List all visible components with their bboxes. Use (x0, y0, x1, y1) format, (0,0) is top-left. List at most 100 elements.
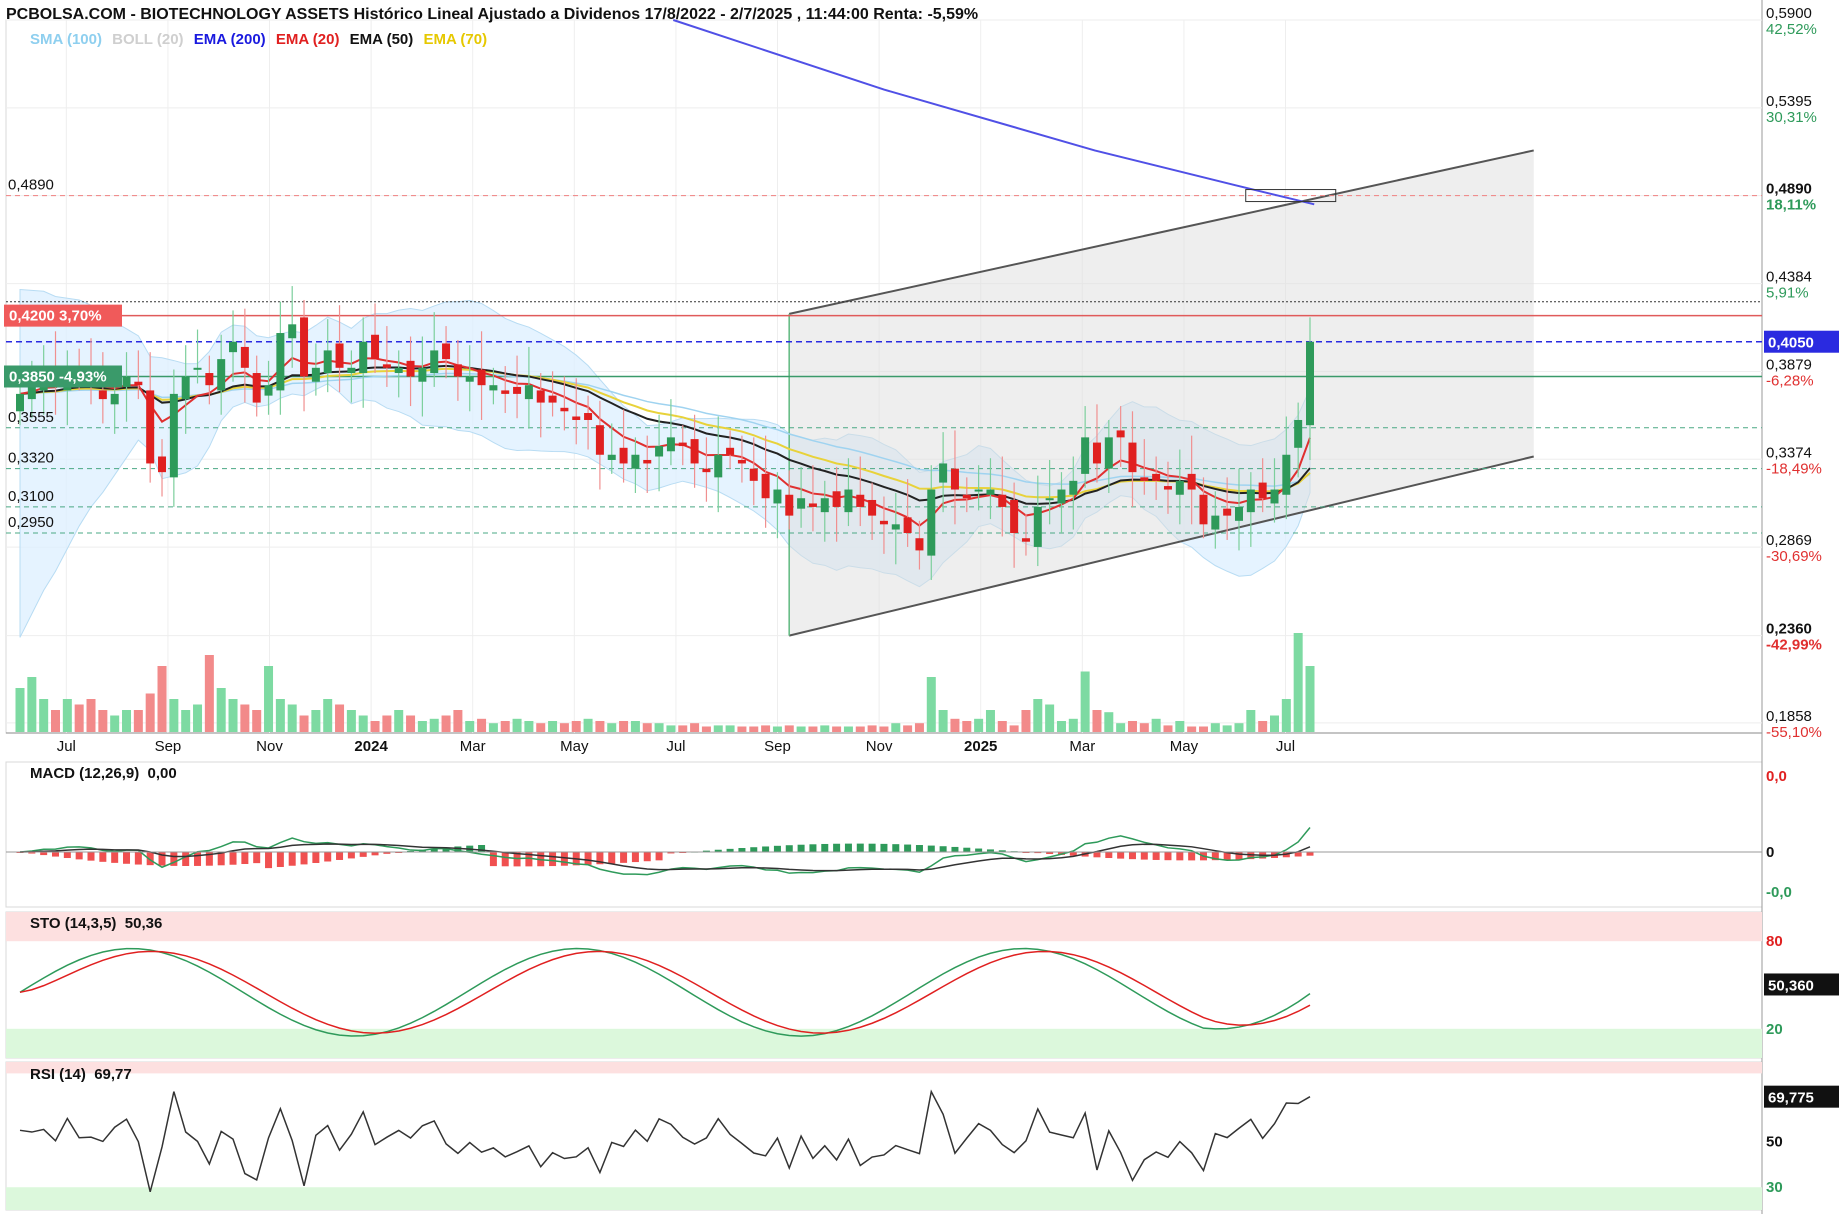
macd-histogram-bar (217, 852, 225, 866)
macd-histogram-bar (915, 845, 923, 852)
volume-bar (938, 710, 948, 732)
candle-body (856, 494, 865, 507)
volume-bar (1080, 671, 1090, 732)
macd-histogram-bar (584, 852, 592, 865)
price-axis-percent: 5,91% (1766, 285, 1809, 302)
volume-bar (820, 725, 830, 732)
macd-histogram-bar (631, 852, 639, 863)
level-label: 0,3555 (8, 409, 54, 426)
candle-body (666, 437, 675, 452)
macd-histogram-bar (608, 852, 616, 864)
sto-oversold-zone (6, 1028, 1762, 1058)
candle-body (217, 359, 226, 391)
candle-body (844, 489, 853, 513)
macd-histogram-bar (643, 852, 651, 862)
volume-bar (690, 723, 700, 732)
macd-histogram-bar (702, 850, 710, 852)
time-tick-label: Jul (57, 738, 76, 755)
candle-body (16, 393, 24, 412)
rsi-overbought-zone (6, 1062, 1762, 1074)
volume-bar (346, 710, 356, 732)
candle-body (501, 390, 510, 394)
macd-histogram-bar (52, 852, 60, 857)
time-tick-label: Sep (764, 738, 791, 755)
volume-bar (110, 715, 120, 732)
volume-bar (62, 699, 72, 732)
time-tick-label: Jul (666, 738, 685, 755)
macd-histogram-bar (478, 844, 486, 852)
macd-histogram-bar (797, 844, 805, 852)
volume-bar (335, 704, 345, 732)
macd-histogram-bar (28, 852, 36, 854)
candle-body (1092, 442, 1101, 464)
macd-histogram-bar (265, 852, 273, 869)
volume-bar (1104, 712, 1114, 732)
legend-sma100[interactable]: SMA (100) (30, 31, 102, 48)
legend-ema50[interactable]: EMA (50) (349, 31, 414, 48)
macd-histogram-bar (738, 848, 746, 852)
price-axis-label: 0,4890 (1766, 181, 1812, 198)
macd-axis-label: 0 (1766, 844, 1774, 861)
volume-bar (784, 725, 794, 732)
volume-bar (678, 725, 688, 732)
candle-body (1163, 486, 1172, 490)
sto-axis-label: 80 (1766, 933, 1783, 950)
candle-body (726, 447, 735, 455)
macd-histogram-bar (726, 848, 734, 852)
candle-body (1021, 538, 1030, 542)
time-tick-label: Sep (155, 738, 182, 755)
macd-histogram-bar (655, 852, 663, 861)
level-label: 0,4890 (8, 177, 54, 194)
rsi-line (19, 1089, 1311, 1192)
macd-histogram-bar (975, 848, 983, 852)
intersection-box (1245, 189, 1337, 203)
macd-histogram-bar (383, 852, 391, 854)
legend-ema20[interactable]: EMA (20) (275, 31, 340, 48)
macd-histogram-bar (1140, 852, 1148, 860)
macd-pane-label: MACD (12,26,9) 0,00 (30, 765, 177, 782)
volume-bar (1127, 721, 1137, 732)
volume-bar (1210, 723, 1220, 732)
candle-body (1128, 442, 1137, 473)
macd-histogram-bar (844, 843, 852, 852)
macd-histogram-bar (927, 845, 935, 852)
sto-overbought-zone (6, 912, 1762, 942)
candle-body (1010, 499, 1019, 534)
legend-ema70[interactable]: EMA (70) (423, 31, 488, 48)
candle-body (181, 376, 190, 400)
legend-boll20[interactable]: BOLL (20) (112, 31, 184, 48)
volume-bar (512, 718, 522, 732)
volume-bar (642, 723, 652, 732)
channel-fill (789, 150, 1534, 636)
macd-histogram-bar (880, 843, 888, 852)
macd-histogram-bar (40, 852, 48, 856)
candle-body (1152, 473, 1161, 481)
volume-bar (796, 726, 806, 732)
rsi-value: 69,77 (94, 1066, 132, 1083)
candle-body (418, 367, 427, 382)
candle-body (1234, 506, 1243, 521)
macd-histogram-bar (951, 846, 959, 852)
volume-bar (477, 718, 487, 732)
price-axis-label: 0,3374 (1766, 444, 1812, 461)
rsi-axis-label: 30 (1766, 1179, 1783, 1196)
volume-bar (323, 699, 333, 732)
volume-bar (86, 699, 96, 732)
candle-body (406, 360, 415, 377)
candle-body (382, 364, 391, 368)
sma100-line (19, 372, 1311, 487)
volume-bar (607, 723, 617, 732)
candle-body (193, 367, 202, 370)
volume-bar (98, 710, 108, 732)
volume-bar (749, 726, 759, 732)
legend-ema200[interactable]: EMA (200) (193, 31, 266, 48)
candle-body (939, 463, 948, 483)
candle-body (761, 473, 770, 499)
sto-pane-label: STO (14,3,5) 50,36 (30, 915, 162, 932)
macd-histogram-bar (549, 852, 557, 867)
candle-body (548, 395, 557, 403)
volume-bar (488, 723, 498, 732)
candle-body (1104, 437, 1113, 469)
price-axis-percent: 42,52% (1766, 21, 1817, 38)
macd-histogram-bar (158, 852, 166, 866)
